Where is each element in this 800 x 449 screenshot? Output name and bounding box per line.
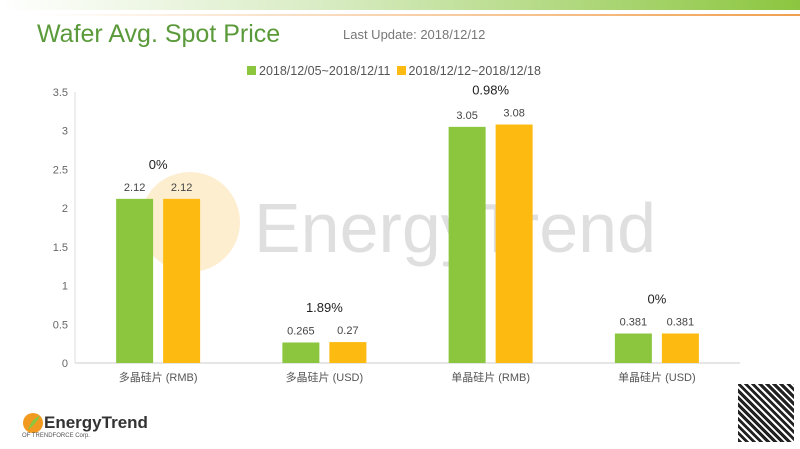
legend: 2018/12/05~2018/12/11 2018/12/12~2018/12…	[247, 64, 541, 78]
y-tick-label: 0.5	[53, 319, 68, 331]
logo-subtitle: OF TRENDFORCE Corp.	[22, 433, 90, 439]
y-tick-label: 2.5	[53, 164, 68, 176]
energytrend-logo: EnergyTrend	[22, 412, 148, 434]
change-annotation: 0%	[149, 157, 168, 172]
legend-item-2: 2018/12/12~2018/12/18	[396, 64, 541, 78]
data-label: 3.05	[456, 110, 477, 122]
bar	[329, 342, 367, 363]
page-title: Wafer Avg. Spot Price	[37, 20, 281, 48]
bar	[448, 126, 486, 363]
bar	[163, 198, 201, 363]
qr-code	[738, 384, 794, 442]
change-annotation: 1.89%	[306, 300, 343, 315]
x-tick-label: 多晶硅片 (USD)	[286, 370, 364, 384]
x-tick-label: 多晶硅片 (RMB)	[119, 370, 198, 384]
change-annotation: 0%	[647, 291, 666, 306]
last-update: Last Update: 2018/12/12	[343, 27, 486, 42]
y-tick-label: 3	[62, 126, 68, 138]
top-banner	[0, 0, 800, 10]
y-tick-label: 1.5	[53, 242, 68, 254]
bar	[116, 198, 154, 363]
divider	[40, 14, 800, 16]
y-tick-label: 2	[62, 203, 68, 215]
bar	[495, 124, 533, 364]
data-label: 0.381	[667, 316, 695, 328]
data-label: 0.381	[620, 316, 648, 328]
y-tick-label: 0	[62, 358, 68, 370]
y-tick-label: 1	[62, 281, 68, 293]
data-label: 0.27	[337, 325, 358, 337]
data-label: 3.08	[503, 108, 524, 120]
logo-icon	[23, 413, 43, 433]
bar	[614, 333, 652, 363]
bar	[282, 342, 320, 363]
x-tick-label: 单晶硅片 (USD)	[618, 371, 696, 384]
data-label: 2.12	[171, 182, 192, 194]
data-label: 2.12	[124, 182, 145, 194]
legend-item-1: 2018/12/05~2018/12/11	[247, 64, 391, 78]
change-annotation: 0.98%	[472, 83, 509, 98]
x-tick-label: 单晶硅片 (RMB)	[451, 371, 530, 384]
y-tick-label: 3.5	[53, 87, 68, 99]
data-label: 0.265	[287, 325, 315, 337]
bar	[661, 333, 699, 363]
